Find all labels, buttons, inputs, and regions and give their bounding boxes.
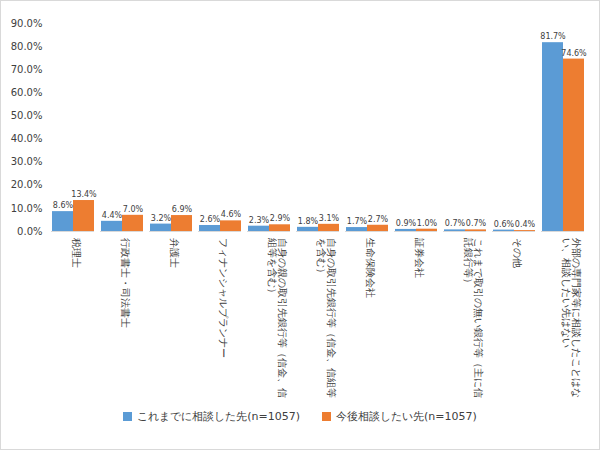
svg-text:2.3%: 2.3% bbox=[249, 216, 270, 225]
svg-text:これまで取引の無い銀行等（主に信託銀行等）: これまで取引の無い銀行等（主に信託銀行等） bbox=[463, 238, 484, 398]
svg-text:60.0%: 60.0% bbox=[11, 87, 43, 98]
svg-text:行政書士・司法書士: 行政書士・司法書士 bbox=[120, 238, 131, 328]
svg-text:80.0%: 80.0% bbox=[11, 41, 43, 52]
svg-text:81.7%: 81.7% bbox=[540, 32, 566, 41]
svg-text:1.8%: 1.8% bbox=[298, 217, 319, 226]
svg-text:0.9%: 0.9% bbox=[396, 219, 417, 228]
svg-text:0.7%: 0.7% bbox=[445, 219, 466, 228]
svg-text:90.0%: 90.0% bbox=[11, 18, 43, 29]
svg-text:20.0%: 20.0% bbox=[11, 179, 43, 190]
svg-text:4.6%: 4.6% bbox=[221, 210, 242, 219]
html-text:今後相談したい先(n=1057): 今後相談したい先(n=1057) bbox=[336, 410, 477, 423]
svg-text:6.9%: 6.9% bbox=[172, 205, 193, 214]
svg-text:30.0%: 30.0% bbox=[11, 156, 43, 167]
svg-text:50.0%: 50.0% bbox=[11, 110, 43, 121]
svg-text:40.0%: 40.0% bbox=[11, 133, 43, 144]
svg-text:70.0%: 70.0% bbox=[11, 64, 43, 75]
svg-text:弁護士: 弁護士 bbox=[169, 238, 180, 268]
svg-text:74.6%: 74.6% bbox=[561, 49, 587, 58]
svg-text:0.7%: 0.7% bbox=[466, 219, 487, 228]
svg-text:1.0%: 1.0% bbox=[417, 219, 438, 228]
svg-text:生命保険会社: 生命保険会社 bbox=[365, 238, 376, 298]
svg-text:2.7%: 2.7% bbox=[368, 215, 389, 224]
html-text:これまでに相談した先(n=1057): これまでに相談した先(n=1057) bbox=[137, 410, 300, 423]
svg-text:8.6%: 8.6% bbox=[53, 201, 74, 210]
svg-text:2.9%: 2.9% bbox=[270, 214, 291, 223]
svg-text:7.0%: 7.0% bbox=[123, 205, 144, 214]
svg-text:10.0%: 10.0% bbox=[11, 203, 43, 214]
svg-text:税理士: 税理士 bbox=[71, 238, 82, 268]
svg-text:0.4%: 0.4% bbox=[515, 220, 536, 229]
svg-text:0.6%: 0.6% bbox=[494, 220, 515, 229]
svg-text:1.7%: 1.7% bbox=[347, 217, 368, 226]
svg-text:13.4%: 13.4% bbox=[71, 190, 97, 199]
svg-text:0.0%: 0.0% bbox=[17, 226, 42, 237]
svg-text:4.4%: 4.4% bbox=[102, 211, 123, 220]
svg-text:2.6%: 2.6% bbox=[200, 215, 221, 224]
svg-text:その他: その他 bbox=[512, 238, 523, 268]
svg-text:フィナンシャルプランナー: フィナンシャルプランナー bbox=[218, 238, 229, 358]
svg-text:3.1%: 3.1% bbox=[319, 214, 340, 223]
svg-text:3.2%: 3.2% bbox=[151, 214, 172, 223]
svg-text:自身の親の取引先銀行等（信金、信組等を含む）: 自身の親の取引先銀行等（信金、信組等を含む） bbox=[267, 237, 288, 398]
svg-text:外部の専門家等に相談したことはない、相談したい先はない: 外部の専門家等に相談したことはない、相談したい先はない bbox=[561, 238, 582, 398]
svg-text:証券会社: 証券会社 bbox=[414, 238, 425, 278]
svg-text:自身の取引先銀行等（信金、信組等を含む）: 自身の取引先銀行等（信金、信組等を含む） bbox=[316, 238, 337, 398]
